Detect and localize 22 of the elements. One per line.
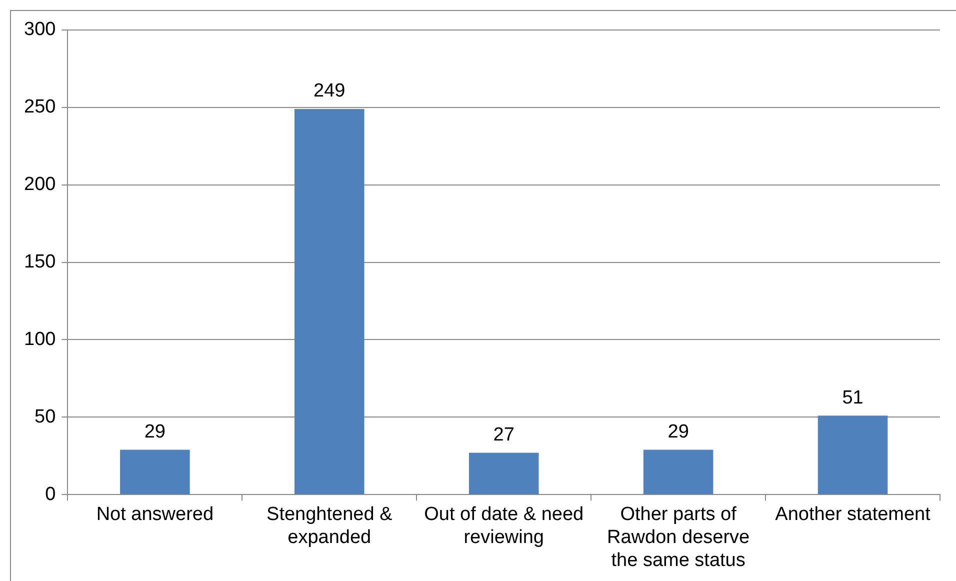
y-tick-label: 100	[24, 328, 56, 350]
y-tick-label: 300	[24, 19, 56, 40]
bar	[643, 450, 714, 494]
bar	[818, 416, 888, 494]
y-tick-label: 250	[24, 96, 56, 118]
data-label: 249	[314, 80, 346, 102]
x-tick-label: Other parts of Rawdon deserve the same status	[607, 504, 750, 571]
x-tick-label: Not answered	[96, 504, 214, 526]
x-tick-label: Out of date & need reviewing	[424, 504, 584, 548]
x-tick-label: Another statement	[775, 504, 932, 526]
y-tick-label: 50	[34, 406, 56, 428]
y-tick-label: 0	[45, 484, 56, 505]
y-tick-label: 150	[24, 252, 56, 273]
x-tick-label: Stenghtened & expanded	[266, 504, 393, 548]
bar	[468, 452, 539, 494]
y-tick-label: 200	[24, 174, 56, 196]
data-label: 29	[144, 421, 166, 442]
data-label: 27	[493, 424, 514, 446]
bar	[294, 108, 364, 494]
data-label: 51	[842, 387, 864, 408]
data-label: 29	[668, 421, 689, 442]
bar	[120, 450, 190, 494]
